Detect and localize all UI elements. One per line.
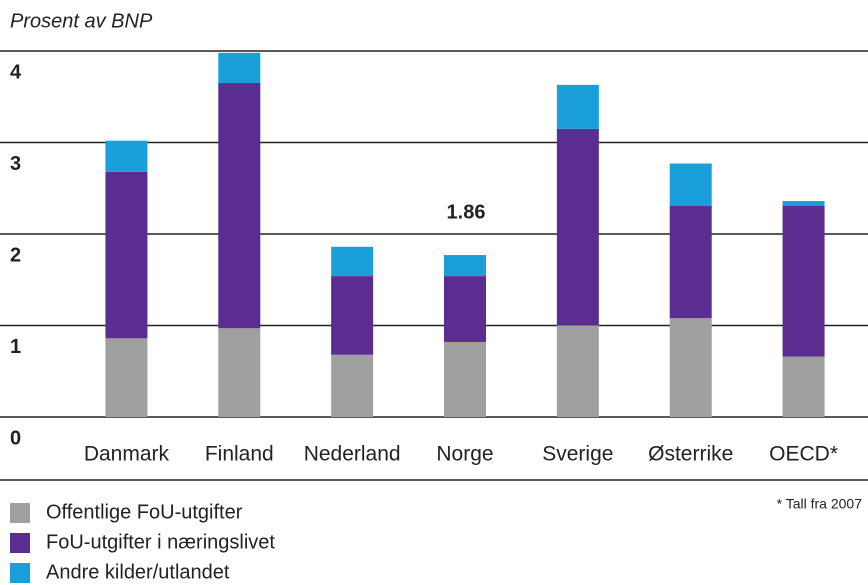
bar-segment — [331, 276, 374, 355]
bar-segment — [444, 255, 486, 277]
bar-segment — [218, 83, 261, 329]
legend-label: FoU-utgifter i næringslivet — [46, 531, 275, 553]
bar-segment — [444, 341, 486, 417]
y-tick-label: 1 — [10, 336, 21, 358]
legend-label: Andre kilder/utlandet — [46, 561, 230, 583]
bar-segment — [669, 205, 712, 319]
bar-segment — [105, 338, 148, 417]
subtitle: Prosent av BNP — [10, 10, 153, 32]
bar-segment — [782, 201, 825, 206]
x-tick-label: OECD* — [769, 443, 838, 466]
legend-swatch — [10, 533, 30, 553]
bar-segment — [105, 171, 148, 339]
y-tick-label: 0 — [10, 427, 21, 449]
bar-segment — [782, 205, 825, 357]
x-tick-label: Finland — [205, 443, 274, 466]
x-tick-label: Sverige — [542, 443, 613, 466]
y-tick-label: 2 — [10, 244, 21, 266]
x-tick-label: Danmark — [84, 443, 170, 466]
x-tick-label: Norge — [436, 443, 493, 466]
bar-segment — [556, 84, 599, 129]
bar-segment — [782, 356, 825, 417]
bar-segment — [444, 276, 486, 342]
bar-segment — [218, 52, 261, 84]
annotation: 1.86 — [447, 201, 486, 223]
y-tick-label: 4 — [10, 61, 22, 83]
x-tick-label: Østerrike — [648, 443, 733, 466]
bar-segment — [556, 325, 599, 417]
legend-swatch — [10, 563, 30, 583]
bar-segment — [331, 354, 374, 417]
bar-segment — [218, 328, 261, 417]
bar-segment — [669, 318, 712, 417]
bar-segment — [669, 163, 712, 206]
legend-label: Offentlige FoU-utgifter — [46, 501, 243, 523]
bar-segment — [105, 140, 148, 172]
bar-segment — [556, 128, 599, 326]
legend-swatch — [10, 503, 30, 523]
bar-segment — [331, 246, 374, 277]
x-tick-label: Nederland — [304, 443, 401, 466]
y-tick-label: 3 — [10, 153, 21, 175]
footnote: * Tall fra 2007 — [777, 496, 863, 512]
